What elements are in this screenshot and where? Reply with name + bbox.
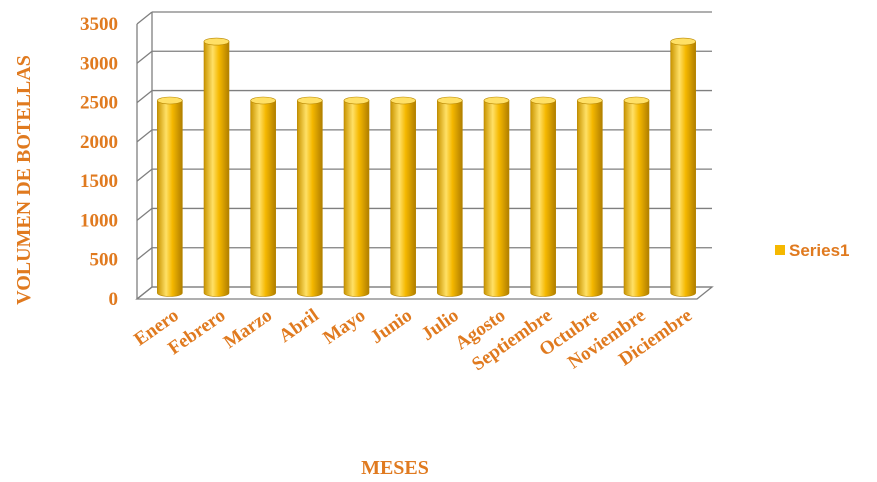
y-tick-label: 3000 xyxy=(80,53,118,74)
bar xyxy=(343,96,370,297)
gridlines xyxy=(135,11,714,300)
bar xyxy=(390,96,416,297)
y-tick-label: 2500 xyxy=(80,93,118,114)
y-axis-title: VOLUMEN DE BOTELLAS xyxy=(13,55,35,305)
legend: Series1 xyxy=(775,241,850,260)
x-tick-label: Junio xyxy=(367,305,416,348)
bar xyxy=(530,96,556,297)
bar xyxy=(297,96,323,297)
y-tick-label: 2000 xyxy=(80,132,118,153)
bars xyxy=(157,37,696,297)
gridline-side xyxy=(136,207,153,221)
legend-swatch xyxy=(775,245,785,255)
floor xyxy=(135,286,714,300)
gridline-side xyxy=(136,90,153,104)
legend-label: Series1 xyxy=(789,241,850,260)
gridline-side xyxy=(136,247,153,261)
gridline-side xyxy=(136,129,153,143)
y-tick-label: 0 xyxy=(109,289,119,310)
bar xyxy=(203,37,230,297)
y-tick-label: 1500 xyxy=(80,171,118,192)
bar xyxy=(623,96,650,297)
x-tick-label: Mayo xyxy=(319,305,369,349)
x-tick-label: Marzo xyxy=(220,305,276,353)
bar xyxy=(483,96,510,297)
y-tick-label: 500 xyxy=(90,250,119,271)
y-tick-labels: 0 500 1000 1500 2000 2500 3000 3500 xyxy=(80,14,118,310)
bar xyxy=(157,96,183,297)
x-tick-label: Abril xyxy=(275,305,322,347)
y-tick-label: 3500 xyxy=(80,14,118,35)
bar xyxy=(670,37,696,297)
bar xyxy=(437,96,463,297)
gridline-side xyxy=(136,11,153,25)
gridline-side xyxy=(136,50,153,64)
bar xyxy=(577,96,603,297)
bar xyxy=(250,96,276,297)
x-axis-title: MESES xyxy=(361,457,429,479)
gridline-side xyxy=(136,168,153,182)
y-tick-label: 1000 xyxy=(80,210,118,231)
